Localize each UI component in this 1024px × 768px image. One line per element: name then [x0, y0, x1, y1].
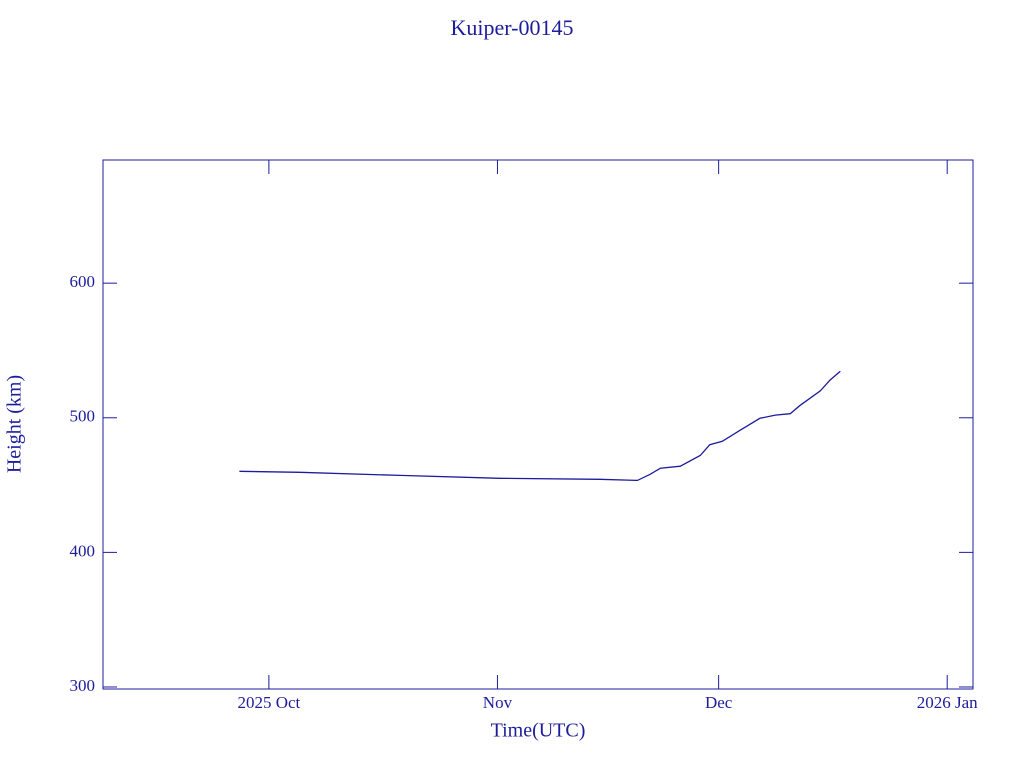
- x-tick-label: Dec: [705, 693, 733, 712]
- chart-title: Kuiper-00145: [451, 15, 574, 40]
- y-axis-label: Height (km): [4, 375, 26, 473]
- data-line: [239, 370, 841, 482]
- y-tick-label: 400: [70, 541, 96, 560]
- y-tick-label: 500: [70, 407, 96, 426]
- x-tick-label: 2025 Oct: [237, 693, 300, 712]
- x-tick-label: Nov: [483, 693, 513, 712]
- y-tick-label: 600: [70, 272, 96, 291]
- y-tick-label: 300: [70, 676, 96, 695]
- plot-frame: [102, 159, 974, 690]
- x-tick-label: 2026 Jan: [917, 693, 978, 712]
- x-axis-label: Time(UTC): [491, 720, 586, 742]
